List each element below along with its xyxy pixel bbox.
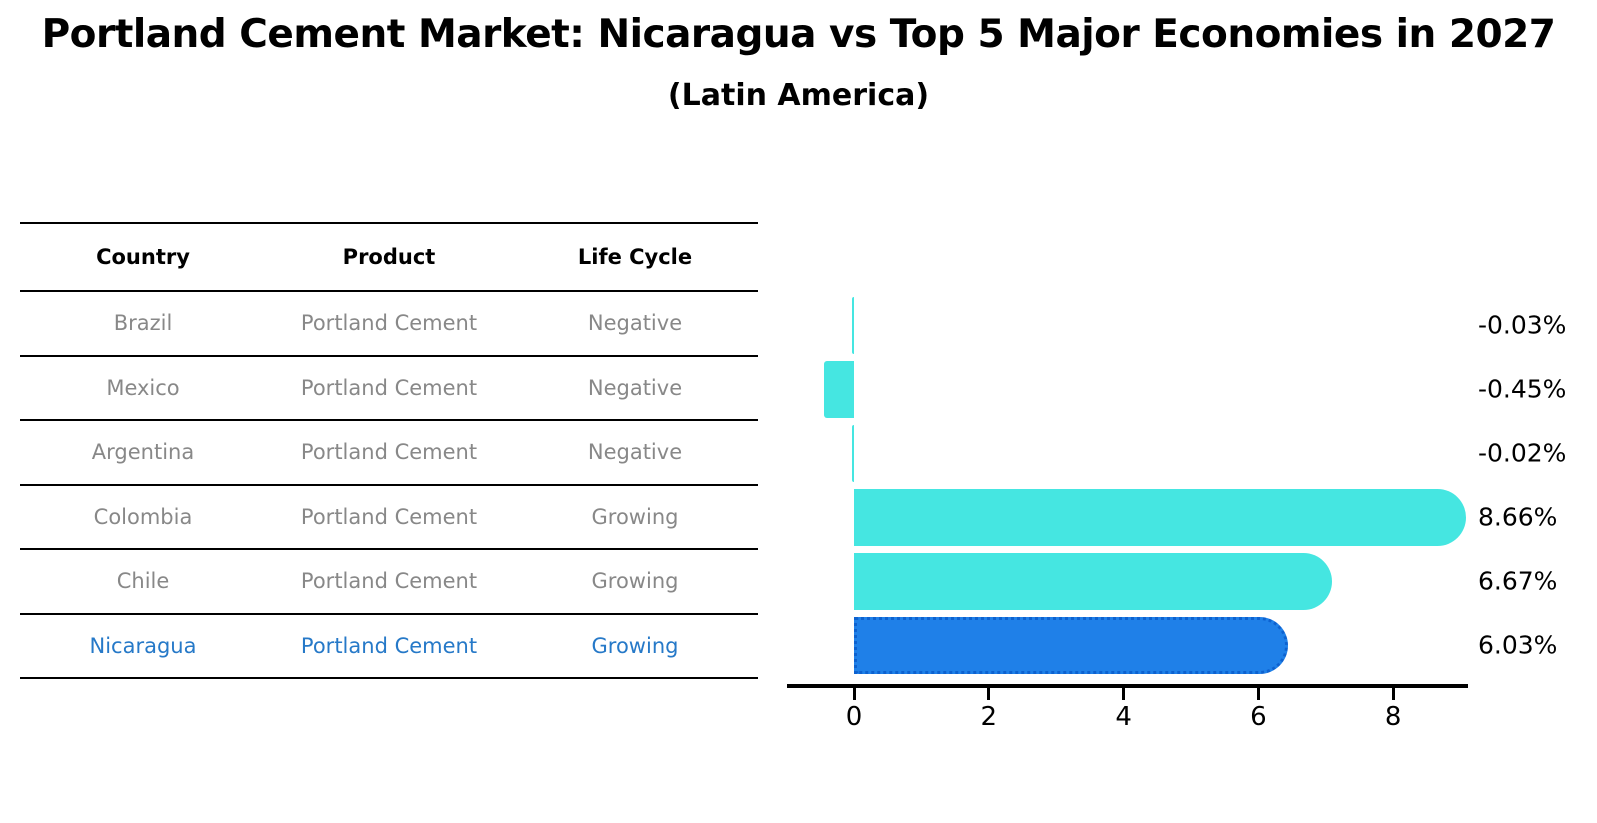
- table-header-lifecycle: Life Cycle: [577, 245, 693, 269]
- value-label-argentina: -0.02%: [1478, 438, 1567, 468]
- x-tick-label: 2: [980, 702, 998, 732]
- table-cell: Portland Cement: [300, 633, 478, 658]
- page-title: Portland Cement Market: Nicaragua vs Top…: [41, 12, 1556, 57]
- bar-chile: [854, 552, 1332, 610]
- table-row: Mexico Portland Cement Negative: [20, 357, 758, 421]
- bar-mexico: [823, 360, 854, 418]
- bar-brazil: [851, 296, 854, 354]
- table-cell: Chile: [116, 569, 170, 594]
- x-tick-mark: [987, 688, 991, 700]
- table-cell: Colombia: [93, 504, 193, 529]
- value-label-nicaragua: 6.03%: [1478, 630, 1558, 660]
- x-axis-line: [786, 684, 1468, 688]
- table-cell: Argentina: [91, 440, 195, 465]
- table-header-product: Product: [342, 245, 436, 269]
- table-cell: Growing: [591, 569, 679, 594]
- x-tick-mark: [852, 688, 856, 700]
- table-row: Nicaragua Portland Cement Growing: [20, 615, 758, 679]
- table-cell: Portland Cement: [300, 440, 478, 465]
- page-subtitle: (Latin America): [667, 78, 930, 113]
- table-header-row: Country Product Life Cycle: [20, 224, 758, 292]
- x-tick-label: 8: [1384, 702, 1402, 732]
- table-cell: Portland Cement: [300, 504, 478, 529]
- table-cell: Negative: [587, 375, 683, 400]
- table-cell: Growing: [591, 633, 679, 658]
- value-label-brazil: -0.03%: [1478, 310, 1567, 340]
- x-tick-label: 0: [845, 702, 863, 732]
- table-row: Argentina Portland Cement Negative: [20, 421, 758, 486]
- table-row: Brazil Portland Cement Negative: [20, 292, 758, 357]
- bar-nicaragua: [854, 616, 1289, 674]
- value-label-colombia: 8.66%: [1478, 502, 1558, 532]
- table-row: Chile Portland Cement Growing: [20, 550, 758, 615]
- country-table: Country Product Life Cycle Brazil Portlan…: [20, 222, 758, 679]
- table-cell: Growing: [591, 504, 679, 529]
- x-tick-mark: [1122, 688, 1126, 700]
- table-header-country: Country: [96, 245, 190, 269]
- table-body: Brazil Portland Cement Negative Mexico Portl…: [20, 292, 758, 679]
- bar-colombia: [854, 488, 1466, 546]
- table-row: Colombia Portland Cement Growing: [20, 486, 758, 550]
- bar-argentina: [851, 424, 854, 482]
- table-cell: Mexico: [106, 375, 180, 400]
- table-cell: Portland Cement: [300, 569, 478, 594]
- table-cell: Portland Cement: [300, 311, 478, 336]
- value-label-chile: 6.67%: [1478, 566, 1558, 596]
- table-cell: Portland Cement: [300, 375, 478, 400]
- x-tick-label: 4: [1115, 702, 1132, 732]
- table-cell: Negative: [587, 440, 683, 465]
- x-tick-label: 6: [1250, 702, 1267, 732]
- table-cell: Brazil: [113, 311, 173, 336]
- x-tick-mark: [1391, 688, 1395, 700]
- table-cell: Negative: [587, 311, 683, 336]
- table-cell: Nicaragua: [89, 633, 197, 658]
- x-tick-mark: [1256, 688, 1260, 700]
- value-label-mexico: -0.45%: [1478, 374, 1567, 404]
